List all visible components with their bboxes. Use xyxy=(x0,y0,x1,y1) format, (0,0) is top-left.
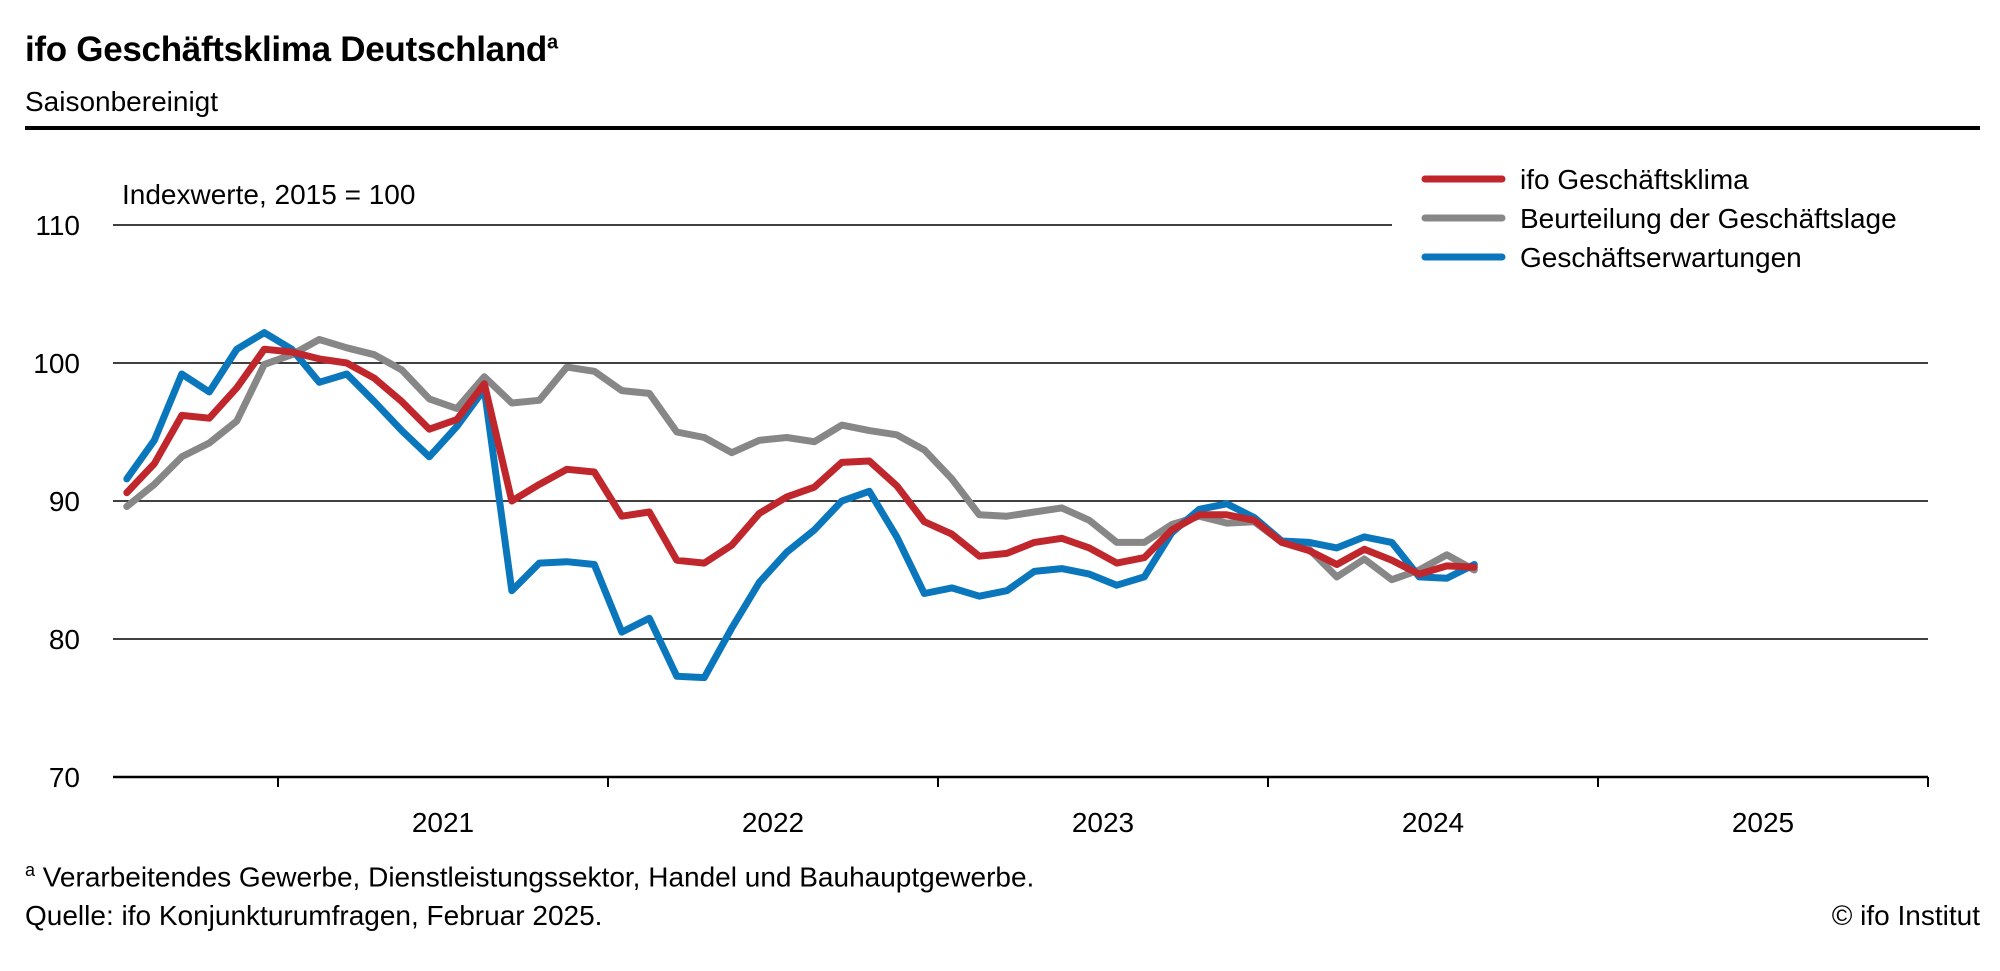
chart-title: ifo Geschäftsklima Deutschlanda xyxy=(25,30,558,69)
copyright: © ifo Institut xyxy=(1831,900,1980,931)
x-tick-label: 2023 xyxy=(1072,807,1134,838)
legend: ifo Geschäftsklima Beurteilung der Geschä… xyxy=(1421,164,1897,273)
legend-label: ifo Geschäftsklima xyxy=(1520,164,1749,195)
y-tick-label: 80 xyxy=(49,624,80,655)
header-rule xyxy=(25,126,1980,130)
x-tick-label: 2021 xyxy=(412,807,474,838)
x-tick-label: 2025 xyxy=(1732,807,1794,838)
y-axis: 70 80 90 100 110 xyxy=(33,210,80,793)
gridlines xyxy=(113,224,1928,640)
y-tick-label: 110 xyxy=(35,210,80,241)
x-tick-label: 2024 xyxy=(1402,807,1464,838)
x-tick-label: 2022 xyxy=(742,807,804,838)
series-line-2 xyxy=(123,329,1478,682)
y-tick-label: 100 xyxy=(33,348,80,379)
footnote-marker: a xyxy=(25,860,36,880)
y-tick-label: 90 xyxy=(49,486,80,517)
title-footnote-marker: a xyxy=(546,31,558,54)
legend-label: Geschäftserwartungen xyxy=(1520,242,1802,273)
series-lines xyxy=(123,329,1478,682)
source-note: Quelle: ifo Konjunkturumfragen, Februar … xyxy=(25,900,603,931)
x-axis: 2021 2022 2023 2024 2025 xyxy=(113,775,1929,838)
series-line-0 xyxy=(123,345,1478,578)
unit-label: Indexwerte, 2015 = 100 xyxy=(122,179,415,210)
chart-subtitle: Saisonbereinigt xyxy=(25,86,219,117)
legend-label: Beurteilung der Geschäftslage xyxy=(1520,203,1897,234)
y-tick-label: 70 xyxy=(49,762,80,793)
footnote: a Verarbeitendes Gewerbe, Dienstleistung… xyxy=(25,860,1035,893)
